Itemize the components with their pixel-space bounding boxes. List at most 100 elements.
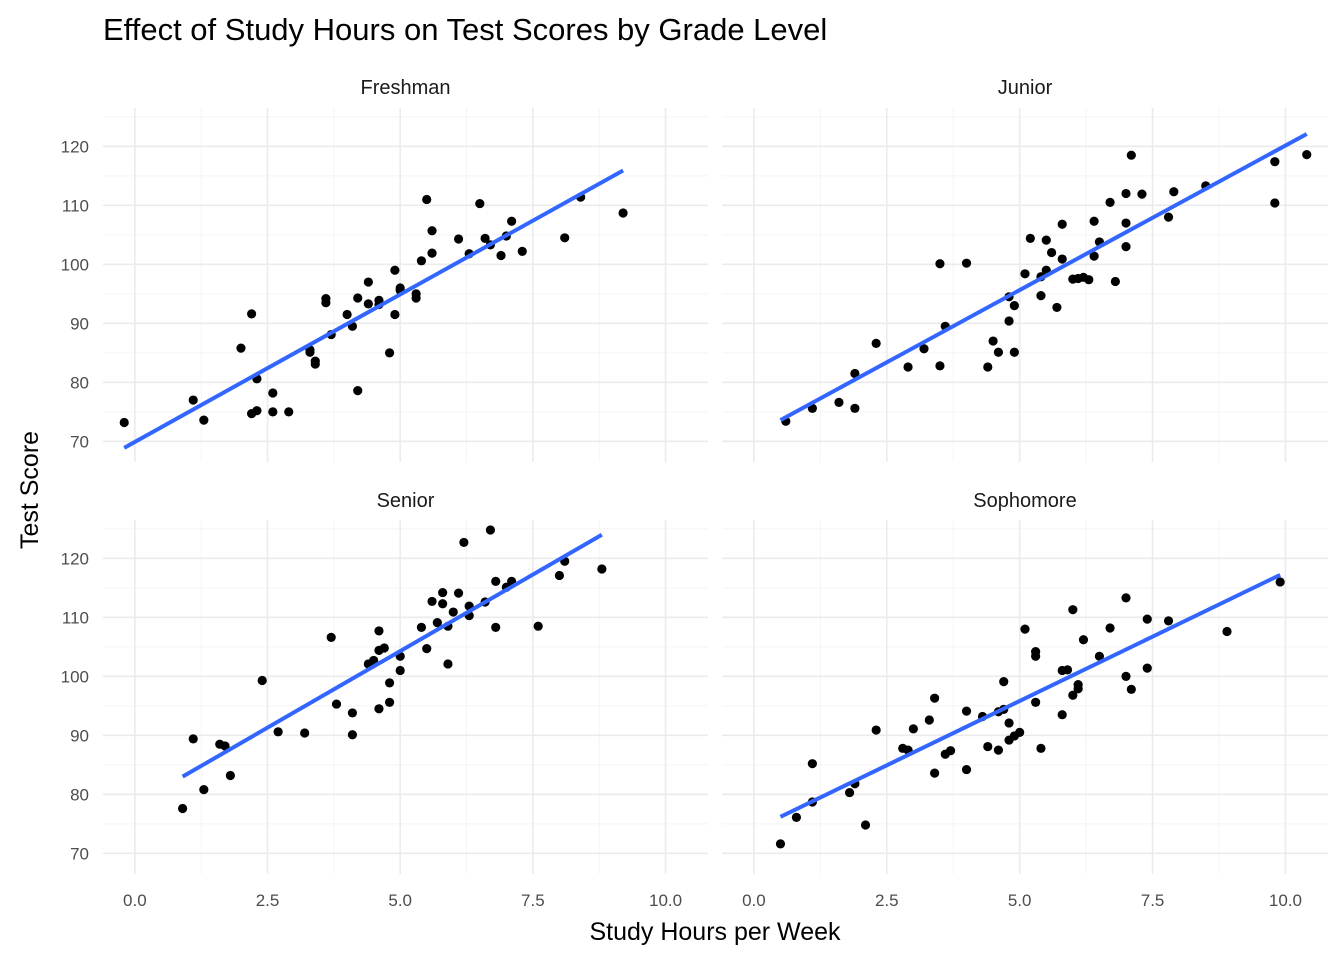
data-point xyxy=(993,347,1004,357)
data-point xyxy=(871,725,881,735)
data-point xyxy=(252,406,262,416)
data-point xyxy=(491,576,501,586)
data-point xyxy=(834,397,844,408)
data-point xyxy=(427,596,437,607)
data-point xyxy=(618,208,628,218)
data-point xyxy=(850,403,860,413)
data-point xyxy=(353,386,363,396)
data-point xyxy=(1004,316,1014,326)
data-point xyxy=(300,728,310,738)
y-tick-label: 120 xyxy=(61,549,89,568)
data-point xyxy=(427,248,437,258)
data-point xyxy=(1015,727,1025,738)
facet-strip-label: Senior xyxy=(377,490,435,512)
data-point xyxy=(422,194,432,205)
data-point xyxy=(1142,663,1152,673)
data-point xyxy=(199,785,209,795)
data-point xyxy=(422,644,432,654)
data-point xyxy=(983,741,993,752)
facet-panel-junior: Junior xyxy=(722,77,1328,462)
data-point xyxy=(554,570,565,581)
data-point xyxy=(416,256,427,266)
data-point xyxy=(496,250,506,261)
data-point xyxy=(871,338,881,349)
data-point xyxy=(1089,216,1099,226)
data-point xyxy=(1046,247,1057,258)
data-point xyxy=(924,715,934,725)
data-point xyxy=(1036,291,1046,301)
facet-panel-freshman: Freshman xyxy=(103,77,708,462)
x-tick-label: 0.0 xyxy=(742,891,766,910)
data-point xyxy=(379,643,389,653)
data-point xyxy=(507,216,517,226)
data-point xyxy=(791,812,802,822)
data-point xyxy=(188,734,198,744)
data-point xyxy=(353,293,363,303)
data-point xyxy=(342,309,352,320)
data-point xyxy=(374,626,384,636)
data-point xyxy=(374,704,384,714)
y-tick-label: 110 xyxy=(62,196,89,215)
data-point xyxy=(246,309,257,319)
data-point xyxy=(1275,577,1285,587)
y-tick-label: 90 xyxy=(70,314,89,333)
data-point xyxy=(517,246,527,256)
data-point xyxy=(416,622,427,632)
data-point xyxy=(1068,690,1078,700)
x-tick-label: 5.0 xyxy=(388,891,412,910)
data-point xyxy=(347,730,358,740)
data-point xyxy=(908,724,918,734)
data-point xyxy=(178,803,188,814)
data-point xyxy=(1169,187,1179,197)
data-point xyxy=(945,746,956,756)
data-point xyxy=(1052,302,1062,313)
data-point xyxy=(321,293,331,304)
y-tick-label: 70 xyxy=(70,432,89,451)
data-point xyxy=(326,632,336,643)
data-point xyxy=(1121,593,1131,603)
x-axis-title: Study Hours per Week xyxy=(589,918,841,946)
data-point xyxy=(448,607,458,617)
data-point xyxy=(983,362,993,372)
data-point xyxy=(1270,157,1280,167)
x-tick-label: 2.5 xyxy=(256,891,280,910)
data-point xyxy=(395,665,405,676)
chart-title: Effect of Study Hours on Test Scores by … xyxy=(103,12,827,47)
data-point xyxy=(1041,235,1051,245)
data-point xyxy=(438,587,448,598)
data-point xyxy=(935,259,945,269)
data-point xyxy=(1057,254,1067,264)
data-point xyxy=(1084,275,1094,285)
data-point xyxy=(807,759,817,769)
data-point xyxy=(485,525,496,535)
data-point xyxy=(443,659,453,669)
data-point xyxy=(1020,624,1030,634)
data-point xyxy=(310,356,320,366)
data-point xyxy=(1110,276,1120,287)
data-point xyxy=(1163,212,1174,222)
data-point xyxy=(1121,188,1131,199)
data-point xyxy=(453,588,464,598)
data-point xyxy=(597,564,607,574)
data-point xyxy=(1270,198,1280,208)
data-point xyxy=(1068,605,1078,615)
x-tick-label: 7.5 xyxy=(521,891,545,910)
data-point xyxy=(491,622,501,632)
data-point xyxy=(1009,301,1019,311)
data-point xyxy=(775,839,786,849)
data-point xyxy=(384,348,395,358)
x-tick-label: 0.0 xyxy=(123,891,147,910)
data-point xyxy=(119,417,129,428)
facet-strip-label: Junior xyxy=(998,77,1053,99)
y-tick-label: 80 xyxy=(70,373,89,392)
data-point xyxy=(1031,697,1041,707)
data-point xyxy=(999,677,1009,687)
data-point xyxy=(1142,614,1152,624)
data-point xyxy=(1089,251,1099,261)
facet-panel-senior: Senior xyxy=(103,490,708,874)
data-point xyxy=(225,770,235,781)
data-point xyxy=(459,537,469,548)
x-tick-label: 7.5 xyxy=(1141,891,1165,910)
data-point xyxy=(427,226,437,236)
